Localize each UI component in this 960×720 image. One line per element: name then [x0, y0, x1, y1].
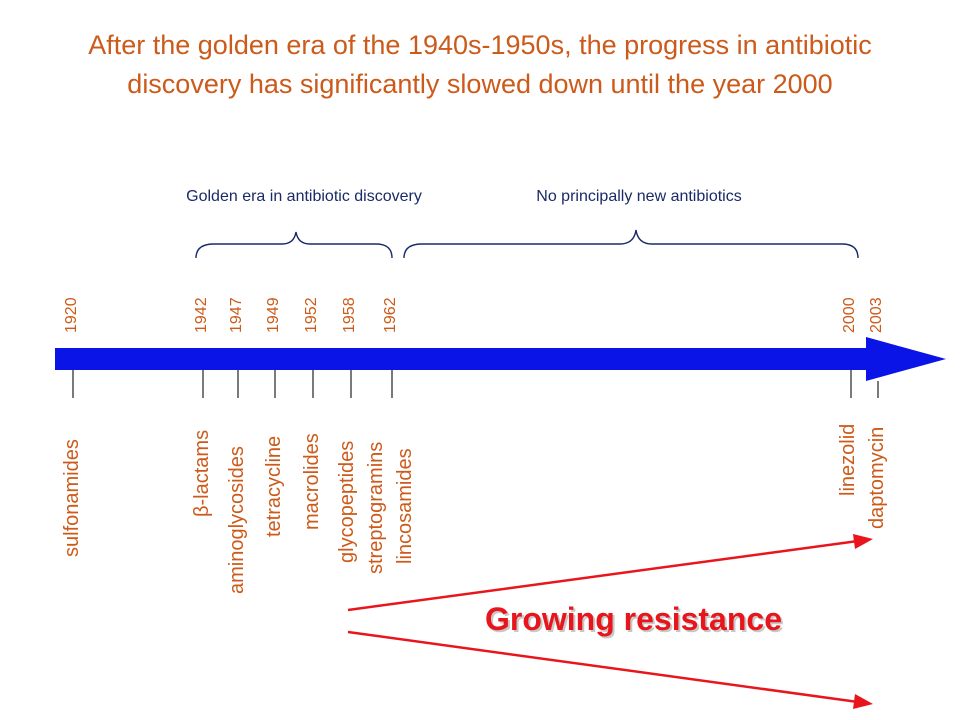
drug-streptogramins: streptogramins	[365, 441, 387, 574]
year-2000: 2000	[841, 297, 858, 333]
drug-sulfonamides: sulfonamides	[61, 439, 83, 557]
timeline-bar	[55, 348, 870, 370]
drug-aminoglycosides: aminoglycosides	[226, 446, 248, 594]
no-new-antibiotics-brace	[403, 229, 859, 259]
no-new-antibiotics-label: No principally new antibiotics	[536, 188, 742, 205]
year-1949: 1949	[265, 297, 282, 333]
year-1947: 1947	[228, 297, 245, 333]
title-line-1: After the golden era of the 1940s-1950s,…	[88, 30, 872, 60]
growing-resistance-label: Growing resistance	[485, 601, 782, 637]
drug-tetracycline: tetracycline	[263, 435, 285, 537]
drug-lincosamides: lincosamides	[394, 448, 416, 564]
year-1920: 1920	[63, 297, 80, 333]
drug-glycopeptides: glycopeptides	[336, 440, 358, 563]
year-1962: 1962	[382, 297, 399, 333]
golden-era-brace	[195, 231, 393, 259]
drug-linezolid: linezolid	[837, 423, 859, 496]
resistance-arrow-lower	[347, 630, 859, 704]
timeline-arrowhead	[866, 337, 946, 381]
year-1958: 1958	[341, 297, 358, 333]
year-1942: 1942	[193, 297, 210, 333]
resistance-arrowhead-lower	[853, 694, 873, 709]
resistance-arrow-upper	[347, 539, 859, 612]
resistance-arrowhead-upper	[853, 534, 873, 549]
year-1952: 1952	[303, 297, 320, 333]
page-title: After the golden era of the 1940s-1950s,…	[0, 26, 960, 104]
drug-macrolides: macrolides	[301, 433, 323, 530]
drug-beta-lactams: β-lactams	[191, 429, 213, 517]
year-2003: 2003	[868, 297, 885, 333]
drug-daptomycin: daptomycin	[866, 426, 888, 529]
golden-era-label: Golden era in antibiotic discovery	[186, 188, 422, 205]
title-line-2: discovery has significantly slowed down …	[127, 69, 833, 99]
